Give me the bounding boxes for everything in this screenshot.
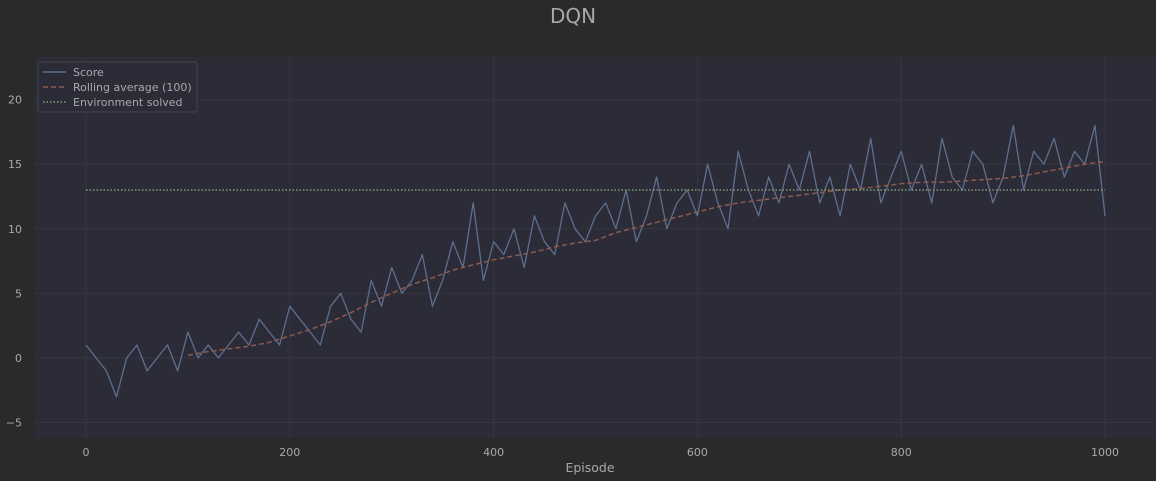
y-tick-label: 20 bbox=[8, 94, 22, 107]
legend-label-solved: Environment solved bbox=[73, 96, 183, 109]
y-tick-label: 15 bbox=[8, 158, 22, 171]
x-tick-label: 200 bbox=[279, 446, 300, 459]
x-tick-label: 400 bbox=[483, 446, 504, 459]
legend: Score Rolling average (100) Environment … bbox=[37, 61, 198, 113]
legend-label-rolling: Rolling average (100) bbox=[73, 81, 192, 94]
y-tick-label: −5 bbox=[6, 417, 22, 430]
series-rolling-average-line bbox=[187, 160, 1106, 357]
series-score-line bbox=[85, 124, 1106, 398]
y-tick-label: 10 bbox=[8, 223, 22, 236]
plot-area bbox=[35, 57, 1156, 438]
x-tick-label: 800 bbox=[891, 446, 912, 459]
series-layer bbox=[85, 124, 1106, 398]
y-tick-label: 5 bbox=[15, 287, 22, 300]
y-tick-label: 0 bbox=[15, 352, 22, 365]
x-tick-label: 600 bbox=[687, 446, 708, 459]
tick-labels: 0 200 400 600 800 1000 −5 0 5 10 15 20 bbox=[6, 94, 1119, 459]
legend-box bbox=[37, 61, 198, 113]
legend-label-score: Score bbox=[73, 66, 104, 79]
chart-title: DQN bbox=[550, 4, 596, 28]
x-tick-label: 1000 bbox=[1091, 446, 1119, 459]
x-axis-label: Episode bbox=[565, 460, 614, 475]
x-tick-label: 0 bbox=[82, 446, 89, 459]
